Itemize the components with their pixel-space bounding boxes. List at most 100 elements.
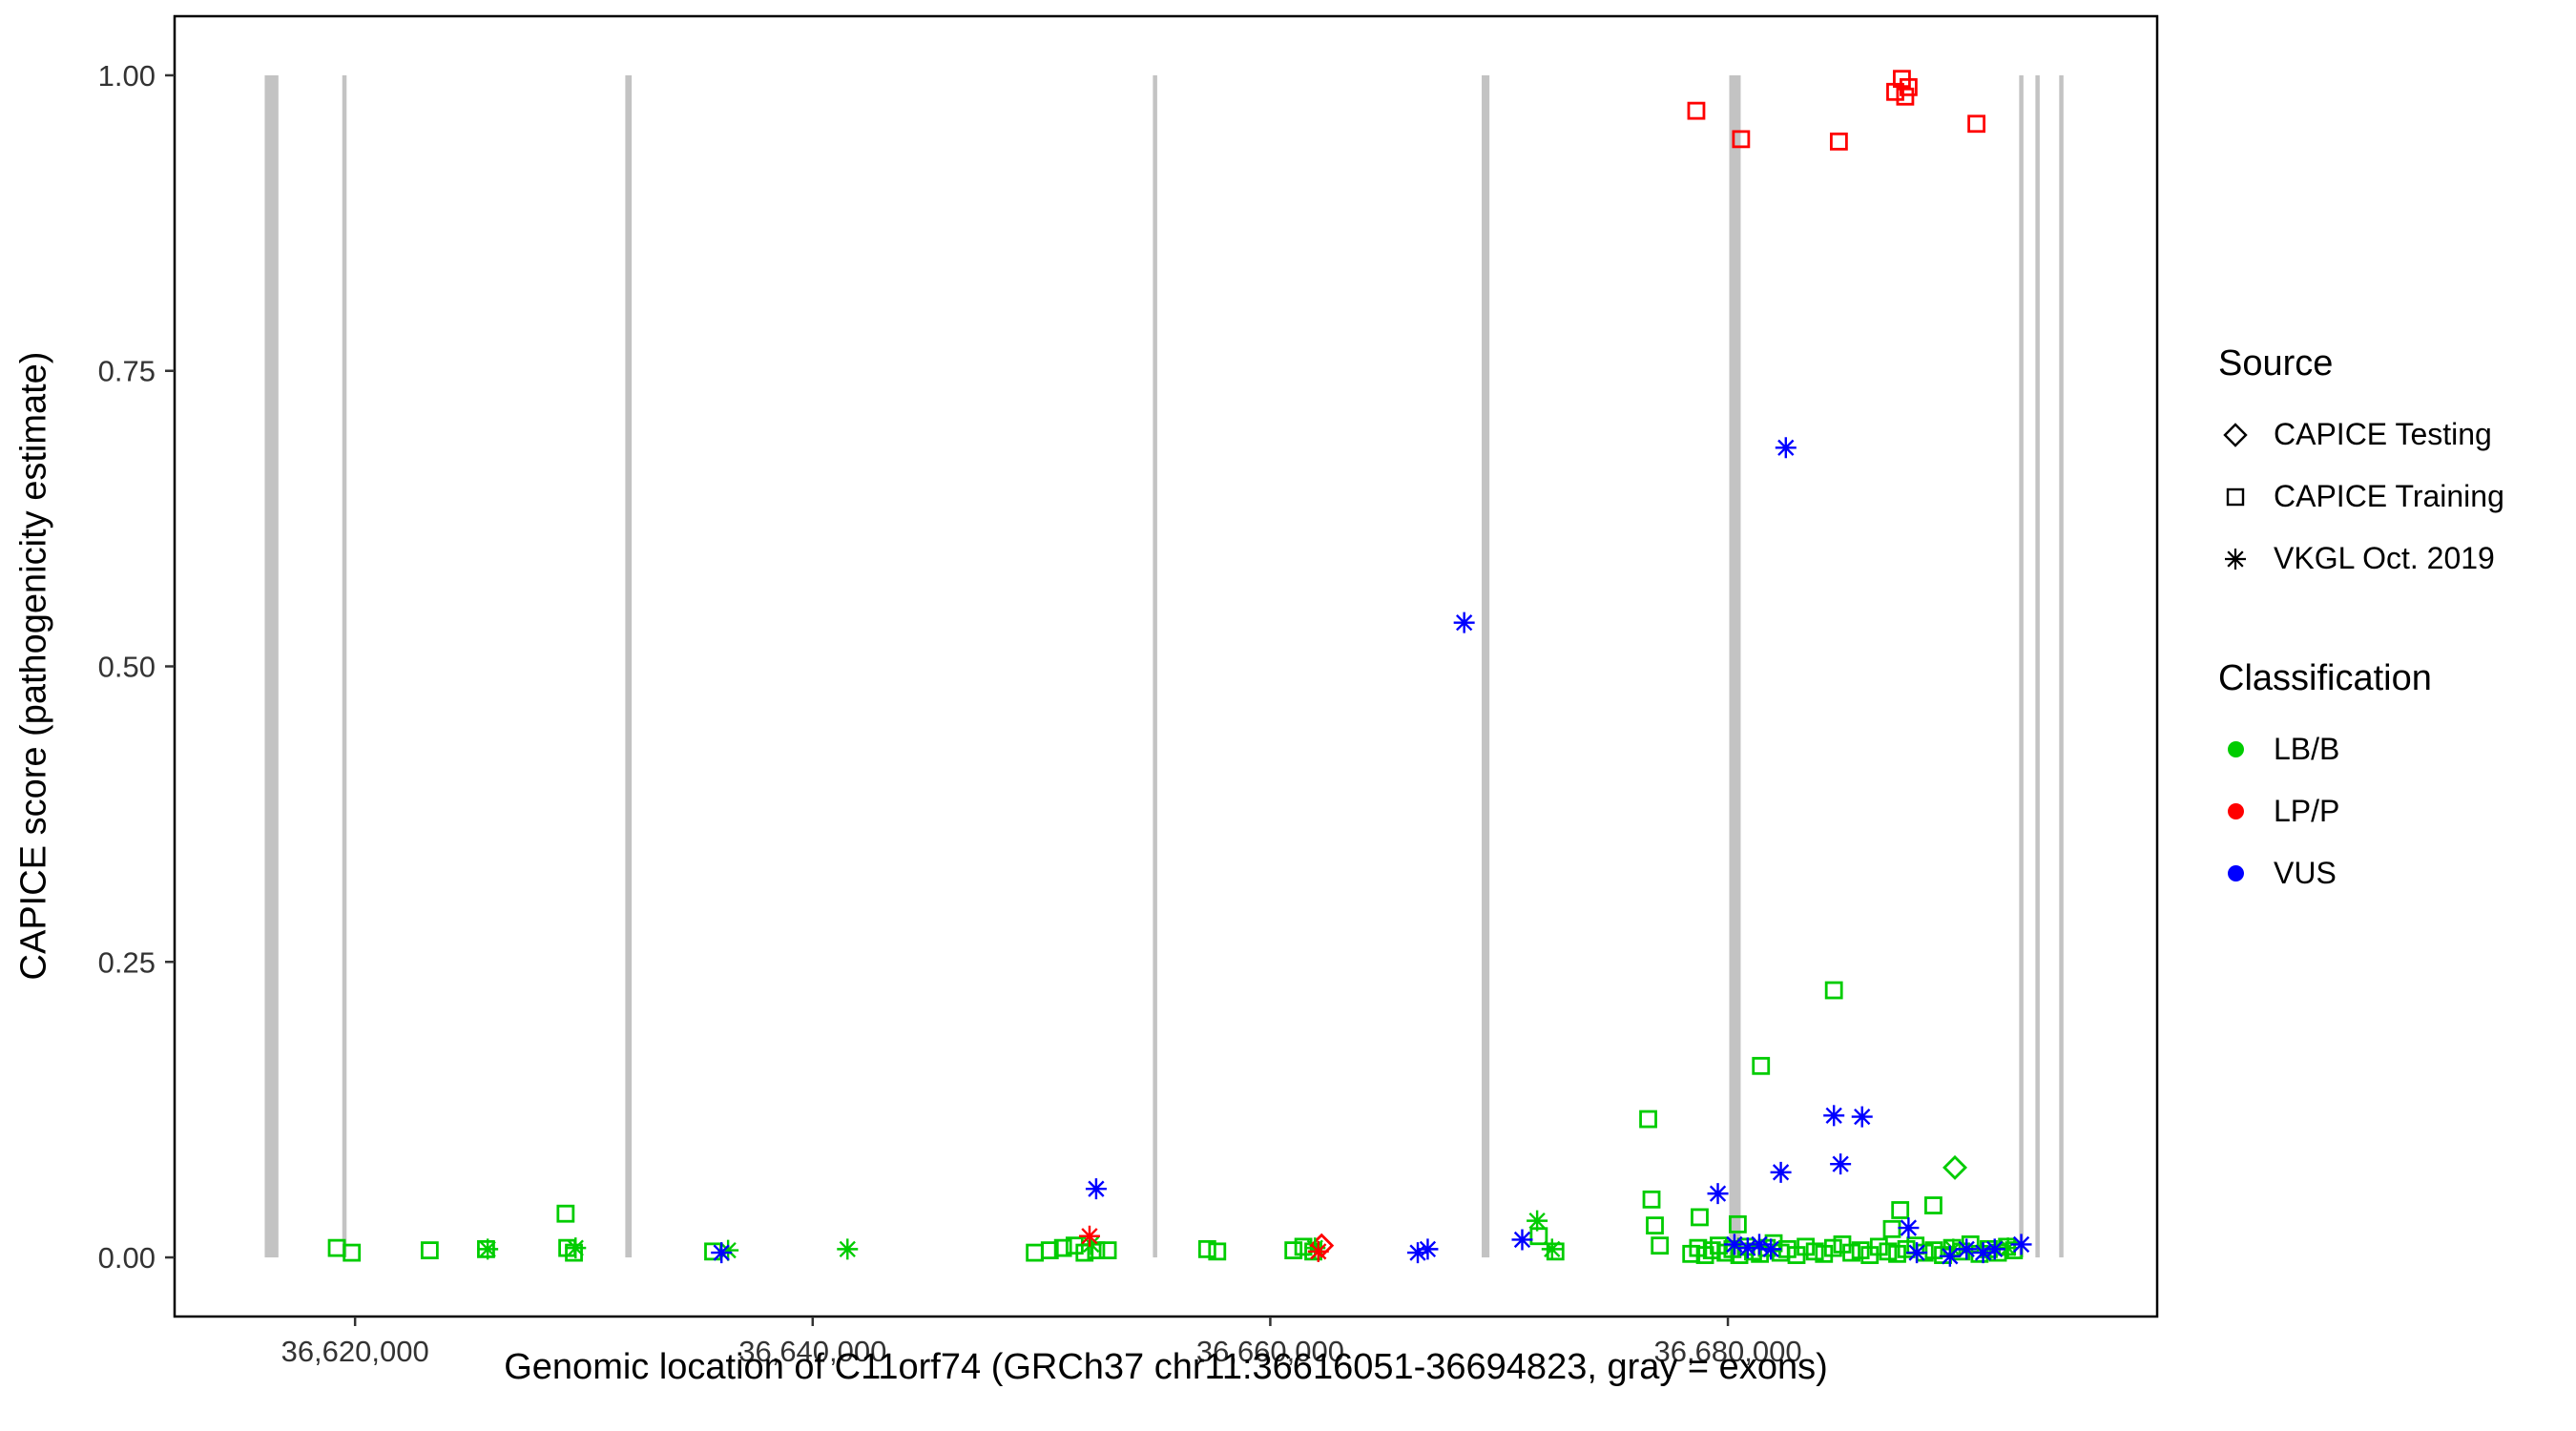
data-point-square xyxy=(1642,1190,1661,1209)
legend-item-label: CAPICE Training xyxy=(2274,479,2504,513)
data-point-square xyxy=(1529,1227,1548,1246)
y-axis-tick-label: 1.00 xyxy=(98,59,156,93)
legend-item-label: LP/P xyxy=(2274,794,2340,828)
exon-bar xyxy=(2059,74,2064,1258)
data-point-square xyxy=(343,1243,362,1262)
y-axis-tick-label: 0.50 xyxy=(98,651,156,684)
data-point-asterisk xyxy=(1078,1225,1100,1247)
asterisk-icon xyxy=(2218,542,2253,576)
exon-bar xyxy=(342,74,347,1258)
exon-bar xyxy=(1482,74,1490,1258)
data-point-square xyxy=(1053,1238,1072,1257)
data-point-square xyxy=(1805,1242,1824,1261)
panel-border xyxy=(173,14,2159,1318)
data-point-square xyxy=(420,1241,439,1260)
legend-classification-title: Classification xyxy=(2218,658,2432,698)
data-point-asterisk xyxy=(1527,1210,1548,1232)
x-axis-tick-label: 36,620,000 xyxy=(281,1335,429,1368)
data-point-asterisk xyxy=(1997,1237,2019,1259)
data-point-square xyxy=(1879,1242,1898,1261)
data-point-asterisk xyxy=(1707,1183,1729,1205)
data-point-asterisk xyxy=(1748,1234,1770,1255)
data-point-square xyxy=(1896,87,1915,106)
data-point-asterisk xyxy=(1906,1242,1928,1264)
data-point-square xyxy=(1967,114,1986,134)
data-point-asterisk xyxy=(1736,1237,1758,1259)
data-point-asterisk xyxy=(1417,1238,1439,1260)
data-point-asterisk xyxy=(2010,1234,2032,1255)
data-point-asterisk xyxy=(1942,1238,1964,1260)
exon-bar xyxy=(2019,74,2024,1258)
diamond-icon xyxy=(2218,418,2253,452)
data-point-asterisk xyxy=(1956,1238,1978,1260)
data-point-asterisk xyxy=(1939,1245,1961,1267)
data-point-asterisk xyxy=(1830,1153,1852,1175)
legend-source-title: Source xyxy=(2218,343,2334,384)
data-point-square xyxy=(1823,1238,1842,1257)
data-point-asterisk xyxy=(711,1242,733,1264)
data-point-square xyxy=(1651,1236,1670,1255)
legend-item-vkgl: VKGL Oct. 2019 xyxy=(2218,541,2504,576)
legend-item-label: CAPICE Testing xyxy=(2274,417,2492,451)
green-dot-icon xyxy=(2218,733,2253,767)
exon-bar xyxy=(264,74,279,1258)
data-point-asterisk xyxy=(1775,437,1797,459)
y-axis-tick-label: 0.25 xyxy=(98,945,156,979)
blue-dot-icon xyxy=(2218,857,2253,891)
red-dot-icon xyxy=(2218,795,2253,829)
data-point-square xyxy=(1639,1110,1657,1129)
exon-bar xyxy=(625,74,633,1258)
exon-bar xyxy=(2035,74,2040,1258)
data-point-square xyxy=(1869,1237,1888,1256)
data-point-square xyxy=(1891,1201,1910,1219)
data-point-asterisk xyxy=(1984,1238,2005,1260)
data-point-square xyxy=(1728,1214,1747,1234)
data-point-asterisk xyxy=(1541,1238,1563,1260)
data-point-square xyxy=(1815,1244,1834,1263)
data-point-square xyxy=(1687,101,1706,120)
data-point-square xyxy=(1842,1243,1860,1262)
data-point-diamond xyxy=(1942,1154,1968,1180)
data-point-square xyxy=(556,1204,575,1223)
data-point-square xyxy=(1752,1056,1771,1075)
data-point-square xyxy=(1691,1208,1709,1227)
legend-item-capice-testing: CAPICE Testing xyxy=(2218,417,2504,452)
legend-item-lpp: LP/P xyxy=(2218,794,2504,829)
data-point-square xyxy=(1026,1243,1045,1262)
y-axis-tick-label: 0.00 xyxy=(98,1241,156,1275)
data-point-square xyxy=(1824,981,1843,1000)
data-point-asterisk xyxy=(1823,1105,1845,1127)
data-point-square xyxy=(1851,1241,1870,1260)
data-point-asterisk xyxy=(1770,1161,1792,1183)
data-point-asterisk xyxy=(477,1238,499,1260)
data-point-asterisk xyxy=(1407,1242,1429,1264)
data-point-square xyxy=(327,1238,346,1257)
legend-item-label: LB/B xyxy=(2274,732,2340,766)
data-point-square xyxy=(1040,1241,1059,1260)
legend-item-vus: VUS xyxy=(2218,856,2504,891)
data-point-square xyxy=(1924,1196,1942,1214)
data-point-asterisk xyxy=(1453,612,1475,633)
legend-item-label: VUS xyxy=(2274,856,2337,890)
data-point-asterisk xyxy=(565,1237,587,1259)
data-point-square xyxy=(1899,77,1918,96)
legend-group-source: Source CAPICE Testing CAPICE Training xyxy=(2218,343,2504,576)
data-point-square xyxy=(1797,1237,1815,1256)
data-point-asterisk xyxy=(1760,1238,1782,1260)
data-point-square xyxy=(1888,1244,1906,1263)
data-point-square xyxy=(1924,1241,1943,1260)
x-axis-tick-label: 36,640,000 xyxy=(738,1335,886,1368)
legend-item-capice-training: CAPICE Training xyxy=(2218,479,2504,514)
data-point-asterisk xyxy=(1898,1217,1920,1239)
data-point-square xyxy=(1829,132,1848,151)
y-axis-tick-label: 0.75 xyxy=(98,355,156,388)
data-point-asterisk xyxy=(1972,1242,1994,1264)
data-point-square xyxy=(1284,1241,1303,1260)
data-point-square xyxy=(1546,1242,1565,1261)
exon-bar xyxy=(1729,74,1741,1258)
data-point-square xyxy=(1732,130,1751,149)
legend-item-label: VKGL Oct. 2019 xyxy=(2274,541,2495,575)
y-axis-title: CAPICE score (pathogenicity estimate) xyxy=(13,351,54,981)
